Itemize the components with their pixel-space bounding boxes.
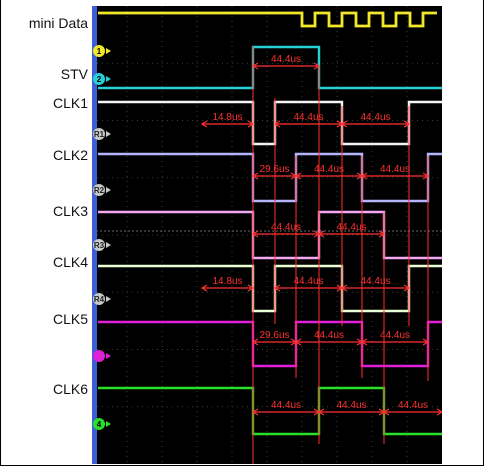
channel-marker-5-dot xyxy=(93,239,105,251)
measure-clk5-p2-label: 44.4us xyxy=(380,330,410,341)
label-clk6: CLK6 xyxy=(52,381,88,397)
measure-clk3-p2-label: 44.4us xyxy=(336,222,366,233)
channel-marker-4-dot xyxy=(93,184,105,196)
measure-clk3-p1-arrow-left xyxy=(251,230,259,238)
channel-marker-4-label: R2 xyxy=(94,186,105,195)
measure-clk1-p2-arrow-right xyxy=(403,120,411,128)
measure-clk4-offset-arrow-right xyxy=(247,284,255,292)
measure-clk5-p1-arrow-left xyxy=(294,338,302,346)
measure-clk2-offset-arrow-left xyxy=(251,172,259,180)
measure-clk2-p1-arrow-left xyxy=(294,172,302,180)
signal-labels: mini Data STV CLK1 CLK2 CLK3 CLK4 CLK5 C… xyxy=(0,0,92,467)
measure-clk5-offset-label: 29.6us xyxy=(259,330,289,341)
channel-marker-2-pointer xyxy=(106,76,111,82)
label-clk1: CLK1 xyxy=(52,95,88,111)
measure-clk1-offset-arrow-right xyxy=(247,120,255,128)
channel-marker-3-label: R1 xyxy=(94,130,105,139)
screen-grid xyxy=(92,6,442,464)
measure-clk6-p2-label: 44.4us xyxy=(336,400,366,411)
measure-clk1-p1-label: 44.4us xyxy=(293,112,323,123)
channel-marker-2-label: 2 xyxy=(97,75,102,84)
channel-marker-1-label: 1 xyxy=(97,47,102,56)
channel-markers: 1 2 R1 R2 R3 R4 4 xyxy=(93,45,111,430)
channel-marker-8-label: 4 xyxy=(97,420,102,429)
measure-clk6-p1-arrow-left xyxy=(251,408,259,416)
channel-marker-1-dot xyxy=(93,45,105,57)
measure-clk4-p2-label: 44.4us xyxy=(360,276,390,287)
measure-clk4-p1-label: 44.4us xyxy=(293,276,323,287)
channel-marker-6-pointer xyxy=(106,296,111,302)
measure-clk6-p1-label: 44.4us xyxy=(271,400,301,411)
measure-clk4-p1-arrow-left xyxy=(273,284,281,292)
measure-clk5-p1-label: 44.4us xyxy=(314,330,344,341)
channel-marker-5-label: R3 xyxy=(94,241,105,250)
measure-clk3-p2-arrow-left xyxy=(317,230,325,238)
channel-marker-8-dot xyxy=(93,418,105,430)
channel-marker-7-pointer xyxy=(106,353,111,359)
channel-marker-3-dot xyxy=(93,128,105,140)
channel-marker-6-label: R4 xyxy=(94,295,105,304)
label-mini-data: mini Data xyxy=(28,15,88,31)
measure-clk6-p2-arrow-left xyxy=(317,408,325,416)
measure-clk2-p2-arrow-right xyxy=(422,172,430,180)
channel-marker-7-dot xyxy=(93,350,105,362)
measure-clk3-p1-label: 44.4us xyxy=(271,222,301,233)
measure-clk5-p2-arrow-left xyxy=(360,338,368,346)
channel-marker-6-dot xyxy=(93,293,105,305)
measure-clk1-p2-label: 44.4us xyxy=(360,112,390,123)
channel-marker-3-pointer xyxy=(106,131,111,137)
measure-clk2-p2-label: 44.4us xyxy=(380,164,410,175)
measure-clk1-p1-arrow-left xyxy=(273,120,281,128)
measure-stv-arrow-left xyxy=(251,62,259,70)
measure-clk1-offset-arrow-left xyxy=(200,120,208,128)
measure-clk2-p1-label: 44.4us xyxy=(314,164,344,175)
marker-bar xyxy=(92,6,97,464)
measurements: 44.4us 14.8us 44.4us 44.4us 29.6us 44.4us 44.4… xyxy=(200,46,442,464)
measure-clk6-p3-arrow-left xyxy=(382,408,390,416)
measure-clk6-p3-arrow-right xyxy=(436,408,442,416)
measure-stv-arrow-right xyxy=(313,62,321,70)
left-marker-bar xyxy=(92,6,97,464)
measure-clk2-offset-label: 29.6us xyxy=(259,164,289,175)
measure-clk5-offset-arrow-left xyxy=(251,338,259,346)
channel-marker-8-pointer xyxy=(106,421,111,427)
channel-marker-1-pointer xyxy=(106,48,111,54)
measure-clk4-offset-arrow-left xyxy=(200,284,208,292)
channel-marker-5-pointer xyxy=(106,242,111,248)
measure-clk4-p2-arrow-left xyxy=(340,284,348,292)
channel-marker-2-dot xyxy=(93,73,105,85)
oscilloscope-screen: 44.4us 14.8us 44.4us 44.4us 29.6us 44.4us 44.4… xyxy=(92,6,442,464)
measure-clk1-offset-label: 14.8us xyxy=(212,112,242,123)
measure-clk4-p2-arrow-right xyxy=(403,284,411,292)
measure-clk2-p2-arrow-left xyxy=(360,172,368,180)
measure-clk1-p2-arrow-left xyxy=(340,120,348,128)
label-stv: STV xyxy=(60,66,88,82)
wave-stv xyxy=(98,45,442,90)
measure-clk3-p2-arrow-right xyxy=(378,230,386,238)
wave-mini-data xyxy=(98,11,437,28)
channel-marker-4-pointer xyxy=(106,187,111,193)
label-clk3: CLK3 xyxy=(52,203,88,219)
measure-clk6-p3-label: 44.4us xyxy=(398,400,428,411)
measure-stv-label: 44.4us xyxy=(271,54,301,65)
label-clk5: CLK5 xyxy=(52,311,88,327)
measure-clk5-p2-arrow-right xyxy=(422,338,430,346)
label-clk2: CLK2 xyxy=(52,147,88,163)
label-clk4: CLK4 xyxy=(52,254,88,270)
measure-clk4-offset-label: 14.8us xyxy=(212,276,242,287)
